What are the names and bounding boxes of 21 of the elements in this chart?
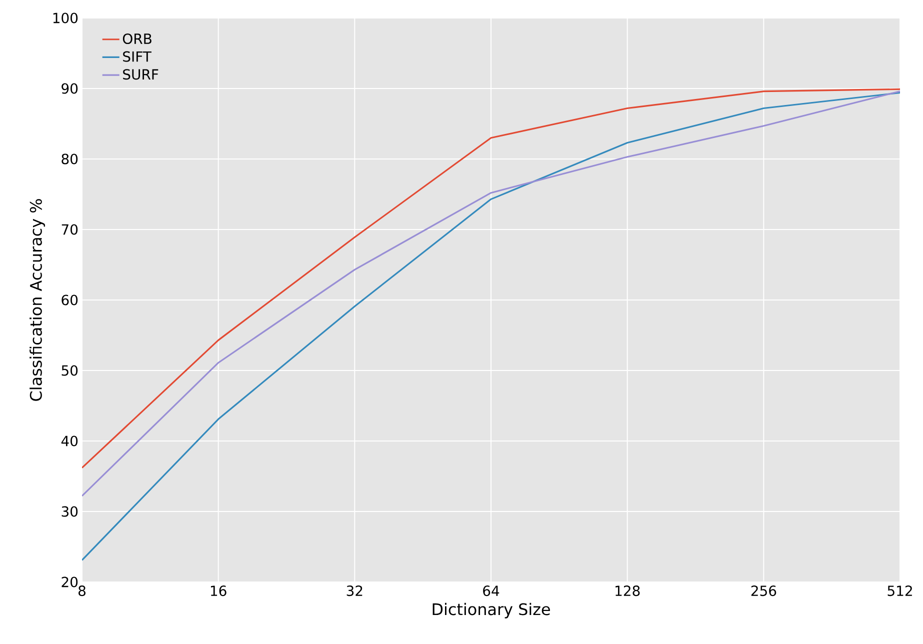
- y-tick-label: 100: [53, 12, 78, 24]
- y-axis-title: Classification Accuracy %: [30, 199, 46, 401]
- x-tick-label: 64: [483, 586, 500, 596]
- x-tick-label: 8: [78, 586, 86, 596]
- y-tick-label: 40: [61, 436, 78, 446]
- y-tick-label: 60: [62, 294, 78, 306]
- y-tick-label: 70: [62, 224, 78, 235]
- y-tick-label: 90: [62, 83, 78, 94]
- legend-label: ORB: [122, 33, 152, 44]
- y-tick-label: 30: [62, 506, 78, 517]
- y-tick-label: 20: [62, 576, 78, 588]
- x-tick-label: 16: [210, 586, 226, 596]
- y-tick-label: 80: [62, 154, 78, 164]
- x-tick-label: 32: [346, 586, 362, 596]
- y-tick-label: 50: [62, 365, 78, 376]
- x-tick-label: 256: [751, 586, 776, 596]
- x-axis-title: Dictionary Size: [432, 602, 550, 618]
- x-tick-label: 512: [888, 586, 912, 596]
- legend-label: SURF: [123, 69, 158, 80]
- x-tick-label: 128: [616, 586, 640, 596]
- legend-label: SIFT: [123, 51, 152, 62]
